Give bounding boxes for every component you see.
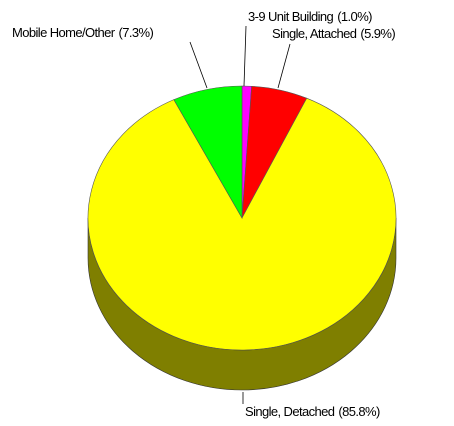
slice-value: (1.0%) [337, 9, 372, 24]
slice-label: Single, Detached (85.8%) [245, 404, 380, 419]
slice-value: (85.8%) [338, 404, 380, 419]
slice-category: Single, Detached [245, 404, 335, 419]
slice-category: Mobile Home/Other [12, 25, 116, 40]
slice-label: 3-9 Unit Building (1.0%) [248, 9, 372, 24]
slice-category: 3-9 Unit Building [248, 9, 334, 24]
leader-line [189, 41, 208, 89]
pie-slice [173, 85, 243, 220]
leader-line [277, 43, 291, 89]
slice-value: (5.9%) [360, 26, 395, 41]
pie-slice [87, 97, 397, 351]
slice-label: Mobile Home/Other (7.3%) [12, 25, 153, 40]
leader-line [243, 25, 247, 87]
slice-label: Single, Attached (5.9%) [272, 26, 395, 41]
slice-category: Single, Attached [272, 26, 357, 41]
slice-value: (7.3%) [119, 25, 154, 40]
